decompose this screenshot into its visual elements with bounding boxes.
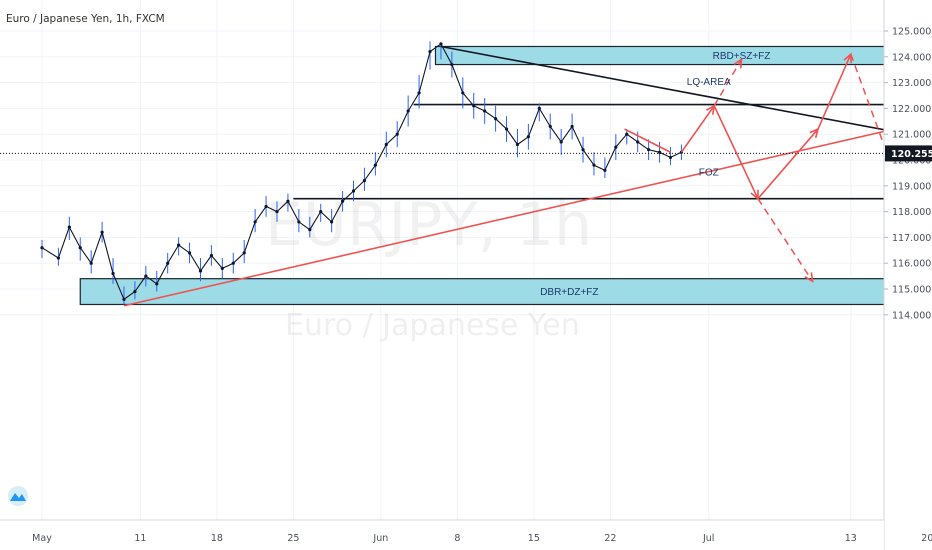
price-tick-label: 124.000: [892, 52, 931, 63]
price-line: [41, 43, 682, 300]
zone-label: RBD+SZ+FZ: [713, 51, 771, 62]
current-price-badge: [885, 145, 932, 162]
zone-box: [434, 45, 932, 66]
annotation-label: LQ-AREA: [687, 77, 731, 88]
symbol-title: Euro / Japanese Yen, 1h, FXCM: [6, 13, 165, 25]
projection-arrows: [680, 52, 932, 283]
zone-box: [79, 278, 932, 306]
time-tick-label: Jun: [372, 533, 388, 544]
arrow-dashed: [757, 198, 814, 282]
arrow-head: [804, 272, 814, 283]
candlestick-series: [40, 41, 684, 305]
price-tick-label: 114.000: [892, 310, 931, 321]
time-axis-panel: [0, 520, 884, 550]
price-tick-label: 117.000: [892, 233, 931, 244]
arrow-solid: [713, 105, 759, 200]
tradingview-logo[interactable]: [8, 486, 28, 506]
arrow-dashed: [713, 58, 743, 107]
logo-mountain-icon: [10, 493, 26, 501]
price-tick-label: 115.000: [892, 285, 931, 296]
watermark-ticker: EURJPY, 1h: [265, 190, 592, 260]
time-tick-label: Jul: [702, 533, 714, 544]
price-tick-label: 123.000: [892, 78, 931, 89]
price-tick-label: 119.000: [892, 181, 931, 192]
time-tick-label: 25: [287, 533, 299, 544]
supply-demand-zones: RBD+SZ+FZ DBR+DZ+FZ: [79, 45, 932, 306]
arrow-solid: [757, 128, 819, 200]
price-axis-panel: [884, 0, 932, 550]
price-tick-label: 121.000: [892, 130, 931, 141]
time-tick-label: 15: [528, 533, 540, 544]
horizontal-levels: [293, 103, 932, 200]
arrow-solid: [817, 53, 852, 130]
watermark-name: Euro / Japanese Yen: [285, 308, 580, 343]
price-tick-label: 125.000: [892, 27, 931, 38]
trendline: [123, 128, 895, 307]
arrow-dashed: [850, 53, 932, 279]
zone-label: DBR+DZ+FZ: [540, 287, 598, 298]
time-tick-label: 22: [604, 533, 616, 544]
annotation-label: FOZ: [699, 167, 719, 178]
price-tick-label: 122.000: [892, 104, 931, 115]
time-tick-label: 11: [134, 533, 146, 544]
time-tick-label: 13: [845, 533, 857, 544]
time-tick-label: May: [32, 533, 52, 544]
annotation-labels: LQ-AREA FOZ: [687, 77, 731, 178]
time-tick-label: 20: [921, 533, 932, 544]
symbol-watermark: EURJPY, 1h Euro / Japanese Yen: [265, 190, 592, 343]
current-price-label: 120.255: [891, 149, 932, 160]
arrow-solid: [680, 105, 715, 153]
price-tick-label: 116.000: [892, 259, 931, 270]
time-tick-label: 8: [454, 533, 460, 544]
price-tick-label: 118.000: [892, 207, 931, 218]
time-tick-label: 18: [211, 533, 223, 544]
arrow-head: [733, 57, 743, 69]
trendline: [624, 128, 671, 153]
logo-circle: [8, 486, 28, 506]
